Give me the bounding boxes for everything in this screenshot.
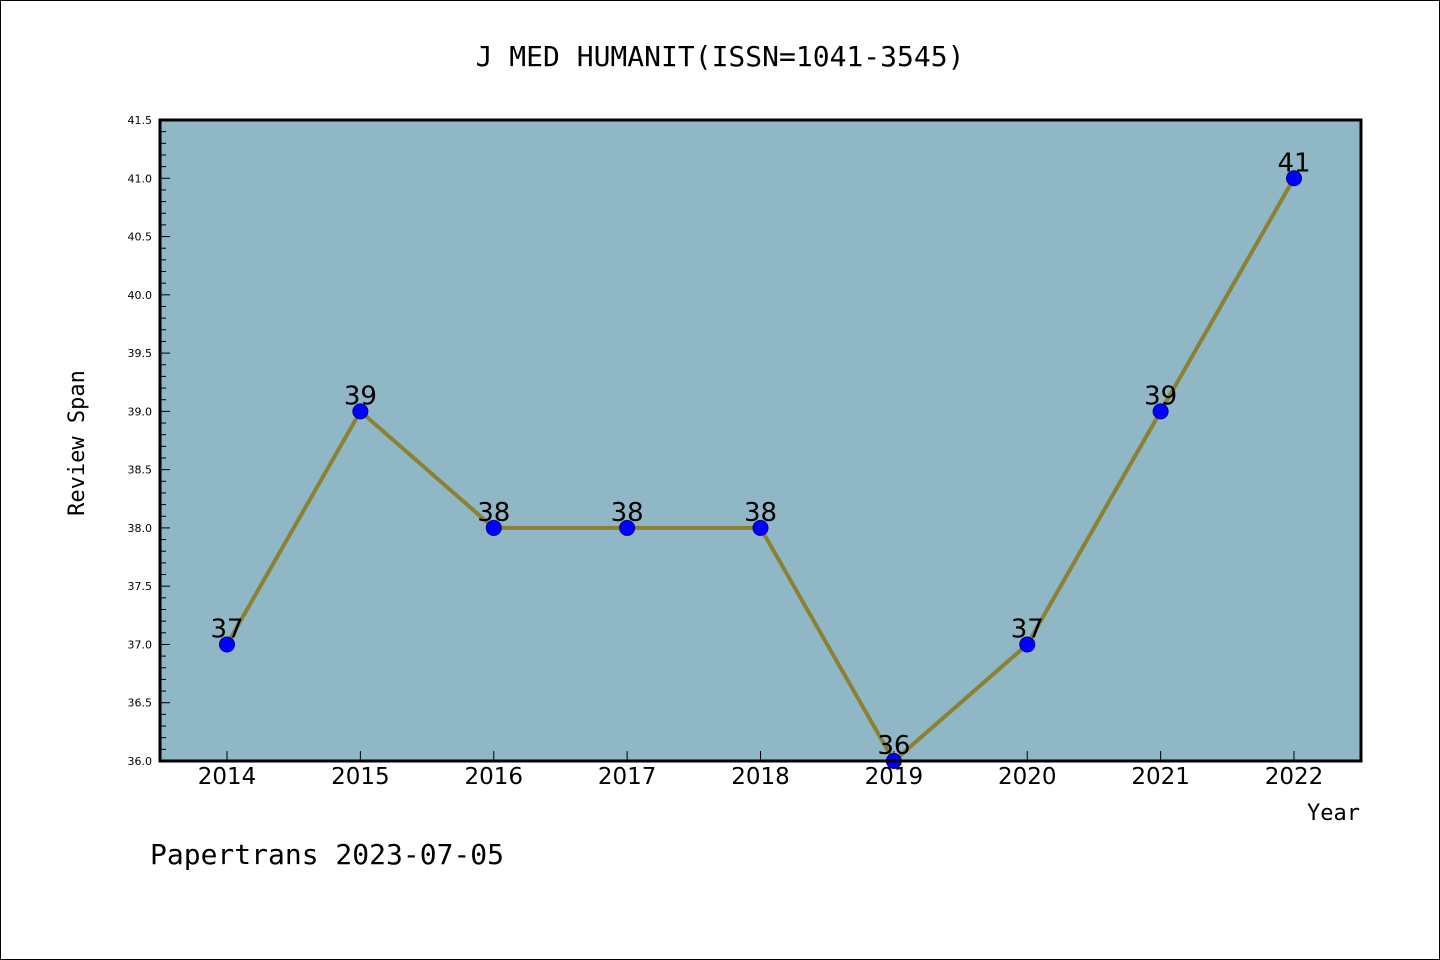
data-label: 38 bbox=[611, 498, 644, 528]
data-label: 38 bbox=[477, 498, 510, 528]
x-tick-label: 2021 bbox=[1131, 764, 1190, 790]
x-tick-label: 2018 bbox=[731, 764, 790, 790]
chart-title: J MED HUMANIT(ISSN=1041-3545) bbox=[476, 40, 965, 73]
x-axis: 2014 2015 2016 2017 2018 2019 2020 2021 2022 bbox=[198, 751, 1324, 790]
data-point bbox=[1286, 170, 1302, 187]
y-tick-label: 37.5 bbox=[128, 580, 153, 593]
data-point bbox=[485, 519, 502, 536]
x-tick-label: 2014 bbox=[198, 764, 257, 790]
data-point bbox=[1152, 403, 1169, 420]
data-label: 36 bbox=[877, 731, 910, 761]
y-tick-label: 40.0 bbox=[128, 289, 153, 302]
x-tick-label: 2015 bbox=[331, 764, 390, 790]
x-axis-label: Year bbox=[1307, 801, 1360, 826]
data-label: 39 bbox=[1144, 381, 1177, 411]
x-tick-label: 2017 bbox=[598, 764, 657, 790]
data-label: 37 bbox=[1011, 614, 1044, 644]
y-tick-label: 40.5 bbox=[128, 231, 153, 244]
y-axis-label: Review Span bbox=[65, 370, 90, 516]
data-label: 38 bbox=[744, 498, 777, 528]
y-tick-label: 38.0 bbox=[128, 522, 153, 535]
data-point bbox=[352, 403, 369, 420]
footer-note: Papertrans 2023-07-05 bbox=[150, 838, 504, 871]
y-tick-label: 41.5 bbox=[128, 114, 153, 127]
plot-border bbox=[158, 118, 1363, 763]
series-layer: 37 39 38 38 38 36 37 39 41 bbox=[210, 148, 1311, 769]
x-tick-label: 2022 bbox=[1265, 764, 1324, 790]
y-tick-label: 37.0 bbox=[128, 638, 153, 651]
data-point bbox=[1019, 636, 1036, 653]
plot-area bbox=[160, 120, 1361, 761]
data-point bbox=[752, 519, 769, 536]
y-tick-label: 38.5 bbox=[128, 464, 153, 477]
y-tick-label: 39.5 bbox=[128, 347, 153, 360]
x-tick-label: 2020 bbox=[998, 764, 1057, 790]
x-tick-label: 2016 bbox=[464, 764, 523, 790]
data-label: 41 bbox=[1277, 148, 1310, 178]
data-point bbox=[219, 636, 235, 653]
y-tick-label: 39.0 bbox=[128, 405, 153, 418]
data-point bbox=[619, 519, 636, 536]
data-label: 39 bbox=[344, 381, 377, 411]
y-tick-label: 36.0 bbox=[128, 755, 153, 768]
data-label: 37 bbox=[210, 614, 243, 644]
y-tick-label: 36.5 bbox=[128, 697, 153, 710]
y-tick-label: 41.0 bbox=[128, 172, 153, 185]
